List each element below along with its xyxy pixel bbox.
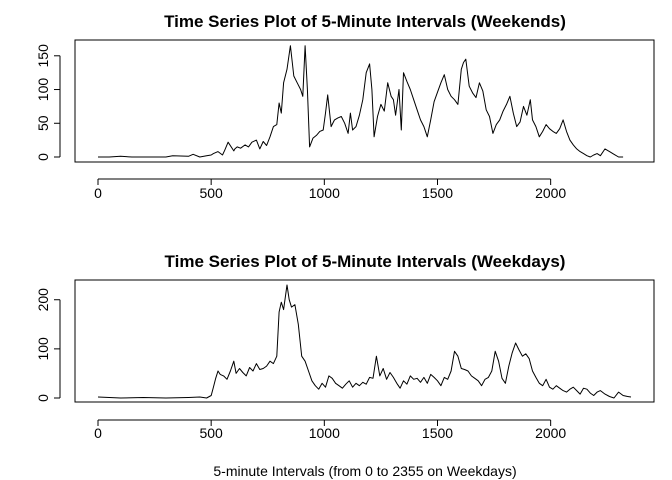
x-tick-label: 1000 — [309, 185, 340, 201]
y-tick-label: 100 — [35, 337, 51, 361]
chart-title: Time Series Plot of 5-Minute Intervals (… — [165, 252, 566, 271]
panel-weekends: Time Series Plot of 5-Minute Intervals (… — [35, 12, 655, 201]
x-tick-label: 500 — [199, 425, 223, 441]
chart-title: Time Series Plot of 5-Minute Intervals (… — [164, 12, 566, 31]
plot-frame — [74, 279, 655, 403]
x-axis-label: 5-minute Intervals (from 0 to 2355 on We… — [213, 463, 516, 479]
series-line-weekdays — [97, 284, 632, 399]
x-axis: 0 500 1000 1500 2000 — [94, 419, 566, 441]
x-tick-label: 0 — [94, 425, 102, 441]
y-axis: 0 50 100 150 — [35, 44, 61, 161]
y-axis: 0 100 200 — [35, 288, 61, 402]
y-tick-label: 100 — [35, 78, 51, 102]
x-tick-label: 1500 — [422, 185, 453, 201]
x-axis: 0 500 1000 1500 2000 — [94, 178, 566, 201]
x-tick-label: 0 — [94, 185, 102, 201]
plot-frame — [74, 39, 655, 163]
y-tick-label: 0 — [35, 394, 51, 402]
y-tick-label: 200 — [35, 288, 51, 312]
y-tick-label: 0 — [35, 153, 51, 161]
y-tick-label: 150 — [35, 44, 51, 68]
x-tick-label: 1000 — [309, 425, 340, 441]
series-line-weekends — [98, 45, 624, 158]
y-tick-label: 50 — [35, 115, 51, 131]
panel-weekdays: Time Series Plot of 5-Minute Intervals (… — [35, 252, 655, 479]
x-tick-label: 1500 — [422, 425, 453, 441]
x-tick-label: 500 — [199, 185, 223, 201]
x-tick-label: 2000 — [535, 185, 566, 201]
x-tick-label: 2000 — [535, 425, 566, 441]
